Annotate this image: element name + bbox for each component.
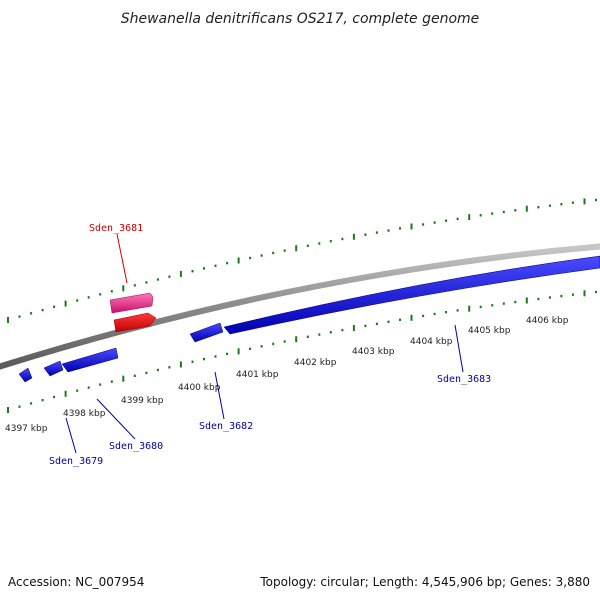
gene-label-sden-3683[interactable]: Sden_3683	[437, 374, 491, 385]
tick-label-4406: 4406 kbp	[526, 316, 569, 326]
leader-sden-3682	[214, 371, 225, 420]
gene-sden-3683-reverse[interactable]	[223, 255, 600, 335]
tick-labels: 4397 kbp 4398 kbp 4399 kbp 4400 kbp 4401…	[5, 316, 569, 434]
gene-sden-3679-reverse[interactable]	[18, 367, 33, 383]
gene-label-sden-3682[interactable]: Sden_3682	[199, 421, 253, 432]
tick-label-4398: 4398 kbp	[63, 409, 106, 419]
gene-label-leaders	[65, 233, 464, 454]
gene-label-sden-3680[interactable]: Sden_3680	[109, 441, 163, 452]
genome-summary-text: Topology: circular; Length: 4,545,906 bp…	[259, 575, 590, 589]
gene-sden-3681-forward[interactable]	[109, 292, 154, 314]
tick-label-4399: 4399 kbp	[121, 396, 164, 406]
gene-sden-3682-reverse[interactable]	[189, 322, 224, 343]
accession-text: Accession: NC_007954	[8, 575, 144, 589]
tick-label-4405: 4405 kbp	[468, 326, 511, 336]
gene-label-sden-3681[interactable]: Sden_3681	[89, 223, 143, 234]
tick-label-4403: 4403 kbp	[352, 347, 395, 357]
tick-label-4397: 4397 kbp	[5, 424, 48, 434]
leader-sden-3683	[454, 324, 464, 373]
genome-backbone	[0, 243, 600, 370]
genome-title: Shewanella denitrificans OS217, complete…	[121, 11, 480, 27]
leader-sden-3681	[116, 233, 128, 284]
outer-tick-ring	[7, 198, 597, 323]
leader-sden-3680	[96, 398, 136, 440]
tick-label-4400: 4400 kbp	[178, 383, 221, 393]
gene-sden-3680-reverse-a[interactable]	[43, 360, 64, 377]
leader-sden-3679	[65, 417, 77, 454]
gene-labels: Sden_3681 Sden_3679 Sden_3680 Sden_3682 …	[49, 223, 491, 467]
tick-label-4402: 4402 kbp	[294, 358, 337, 368]
inner-tick-ring	[7, 290, 597, 413]
gene-sden-3680-reverse-b[interactable]	[61, 347, 119, 373]
gene-label-sden-3679[interactable]: Sden_3679	[49, 456, 103, 467]
tick-label-4401: 4401 kbp	[236, 370, 279, 380]
gene-rna-forward[interactable]	[113, 312, 157, 333]
tick-label-4404: 4404 kbp	[410, 337, 453, 347]
